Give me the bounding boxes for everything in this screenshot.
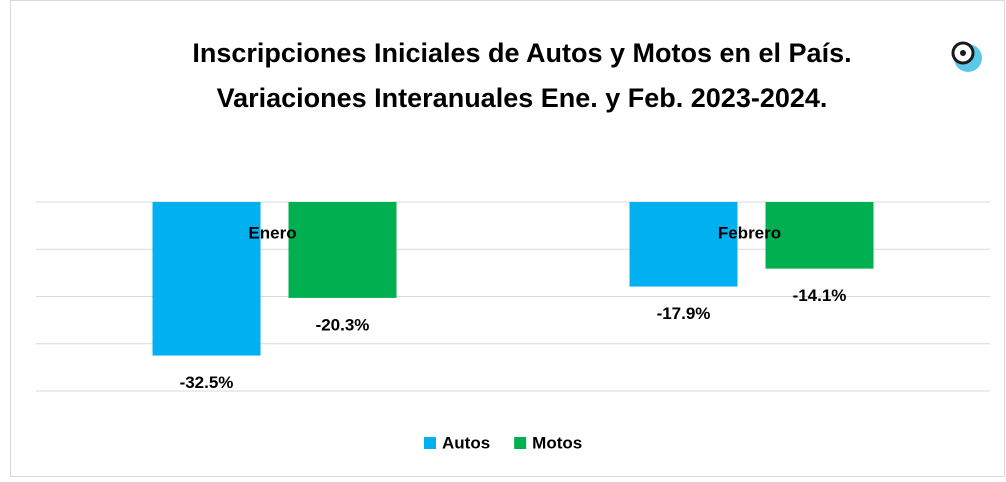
- legend-label: Motos: [532, 433, 582, 452]
- data-label: -17.9%: [657, 304, 711, 323]
- bar: [765, 202, 874, 269]
- legend-label: Autos: [442, 433, 490, 452]
- legend-swatch: [514, 437, 527, 449]
- bar: [288, 202, 397, 298]
- legend-swatch: [424, 437, 436, 449]
- data-label: -20.3%: [316, 315, 370, 334]
- category-label: Enero: [248, 223, 296, 242]
- chart-title: Inscripciones Iniciales de Autos y Motos…: [192, 38, 851, 68]
- bar: [629, 202, 738, 287]
- logo: [951, 41, 982, 72]
- data-label: -14.1%: [793, 286, 847, 305]
- chart-title: Variaciones Interanuales Ene. y Feb. 202…: [217, 83, 828, 113]
- category-label: Febrero: [718, 223, 781, 242]
- data-label: -32.5%: [180, 373, 234, 392]
- bar: [152, 202, 261, 356]
